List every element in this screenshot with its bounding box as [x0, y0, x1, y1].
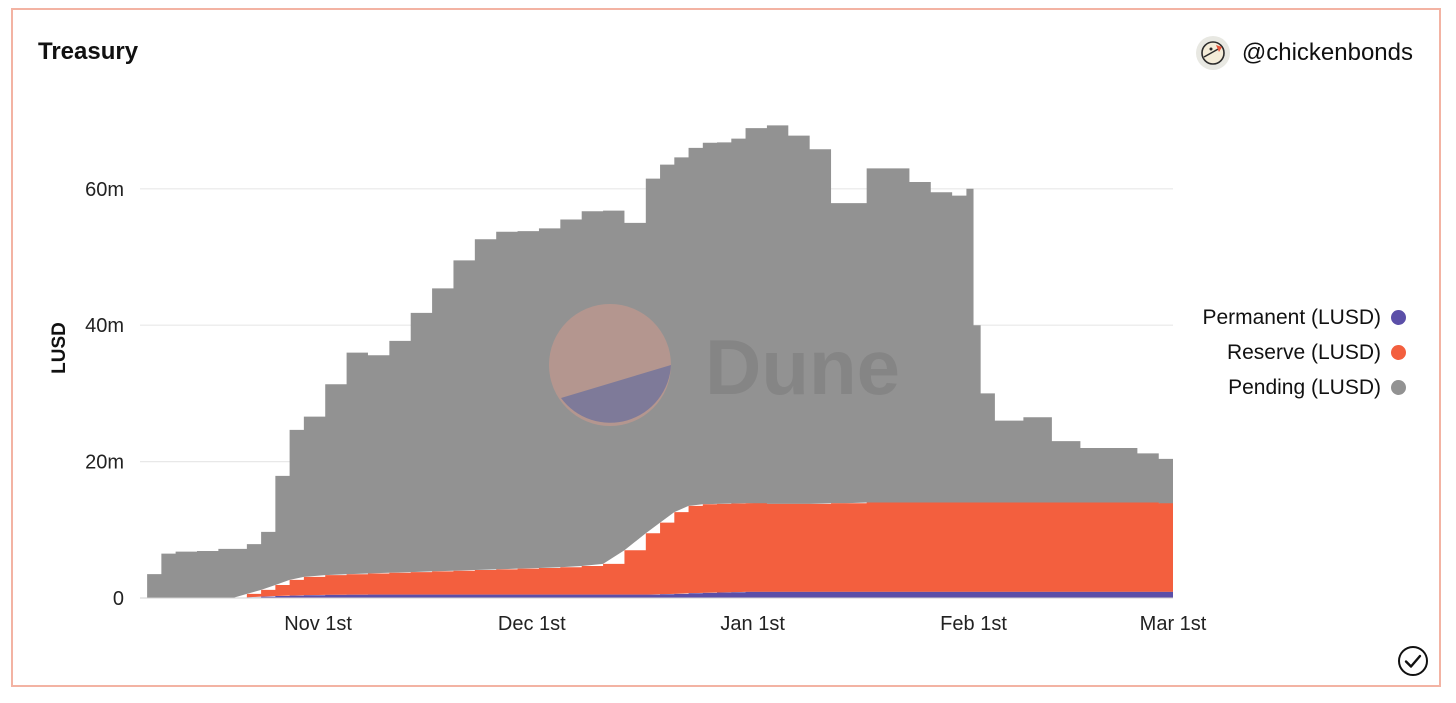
legend-item-reserve[interactable]: Reserve (LUSD): [1180, 335, 1406, 370]
watermark-text: Dune: [705, 323, 900, 411]
x-tick-label: Feb 1st: [940, 613, 1007, 635]
legend-swatch-pending: [1391, 380, 1406, 395]
legend-swatch-permanent: [1391, 310, 1406, 325]
series-area-reserve[interactable]: [140, 502, 1173, 598]
legend: Permanent (LUSD) Reserve (LUSD) Pending …: [1180, 300, 1406, 405]
x-tick-label: Jan 1st: [720, 613, 785, 635]
y-axis-title: LUSD: [49, 322, 70, 374]
watermark-logo-bottom: [561, 365, 671, 423]
chicken-avatar-icon: [1195, 36, 1230, 70]
y-tick-label: 60m: [85, 179, 124, 201]
y-tick-label: 40m: [85, 315, 124, 337]
watermark-logo-top: [549, 304, 671, 426]
x-tick-label: Dec 1st: [498, 613, 566, 635]
series-area-pending[interactable]: [140, 125, 1173, 599]
x-tick-label: Mar 1st: [1140, 613, 1207, 635]
author-handle: @chickenbonds: [1241, 39, 1413, 66]
legend-label: Pending (LUSD): [1228, 375, 1381, 399]
legend-item-permanent[interactable]: Permanent (LUSD): [1180, 300, 1406, 335]
legend-label: Permanent (LUSD): [1202, 305, 1381, 329]
legend-label: Reserve (LUSD): [1226, 340, 1381, 364]
check-circle-icon[interactable]: [1397, 645, 1429, 677]
y-tick-label: 0: [113, 588, 124, 610]
legend-item-pending[interactable]: Pending (LUSD): [1180, 370, 1406, 405]
series-area-permanent[interactable]: [140, 591, 1173, 598]
chart-title: Treasury: [38, 38, 139, 65]
y-tick-label: 20m: [85, 452, 124, 474]
legend-swatch-reserve: [1391, 345, 1406, 360]
dune-watermark: Dune: [549, 304, 900, 426]
x-tick-label: Nov 1st: [284, 613, 352, 635]
author-link[interactable]: @chickenbonds: [1195, 36, 1413, 70]
